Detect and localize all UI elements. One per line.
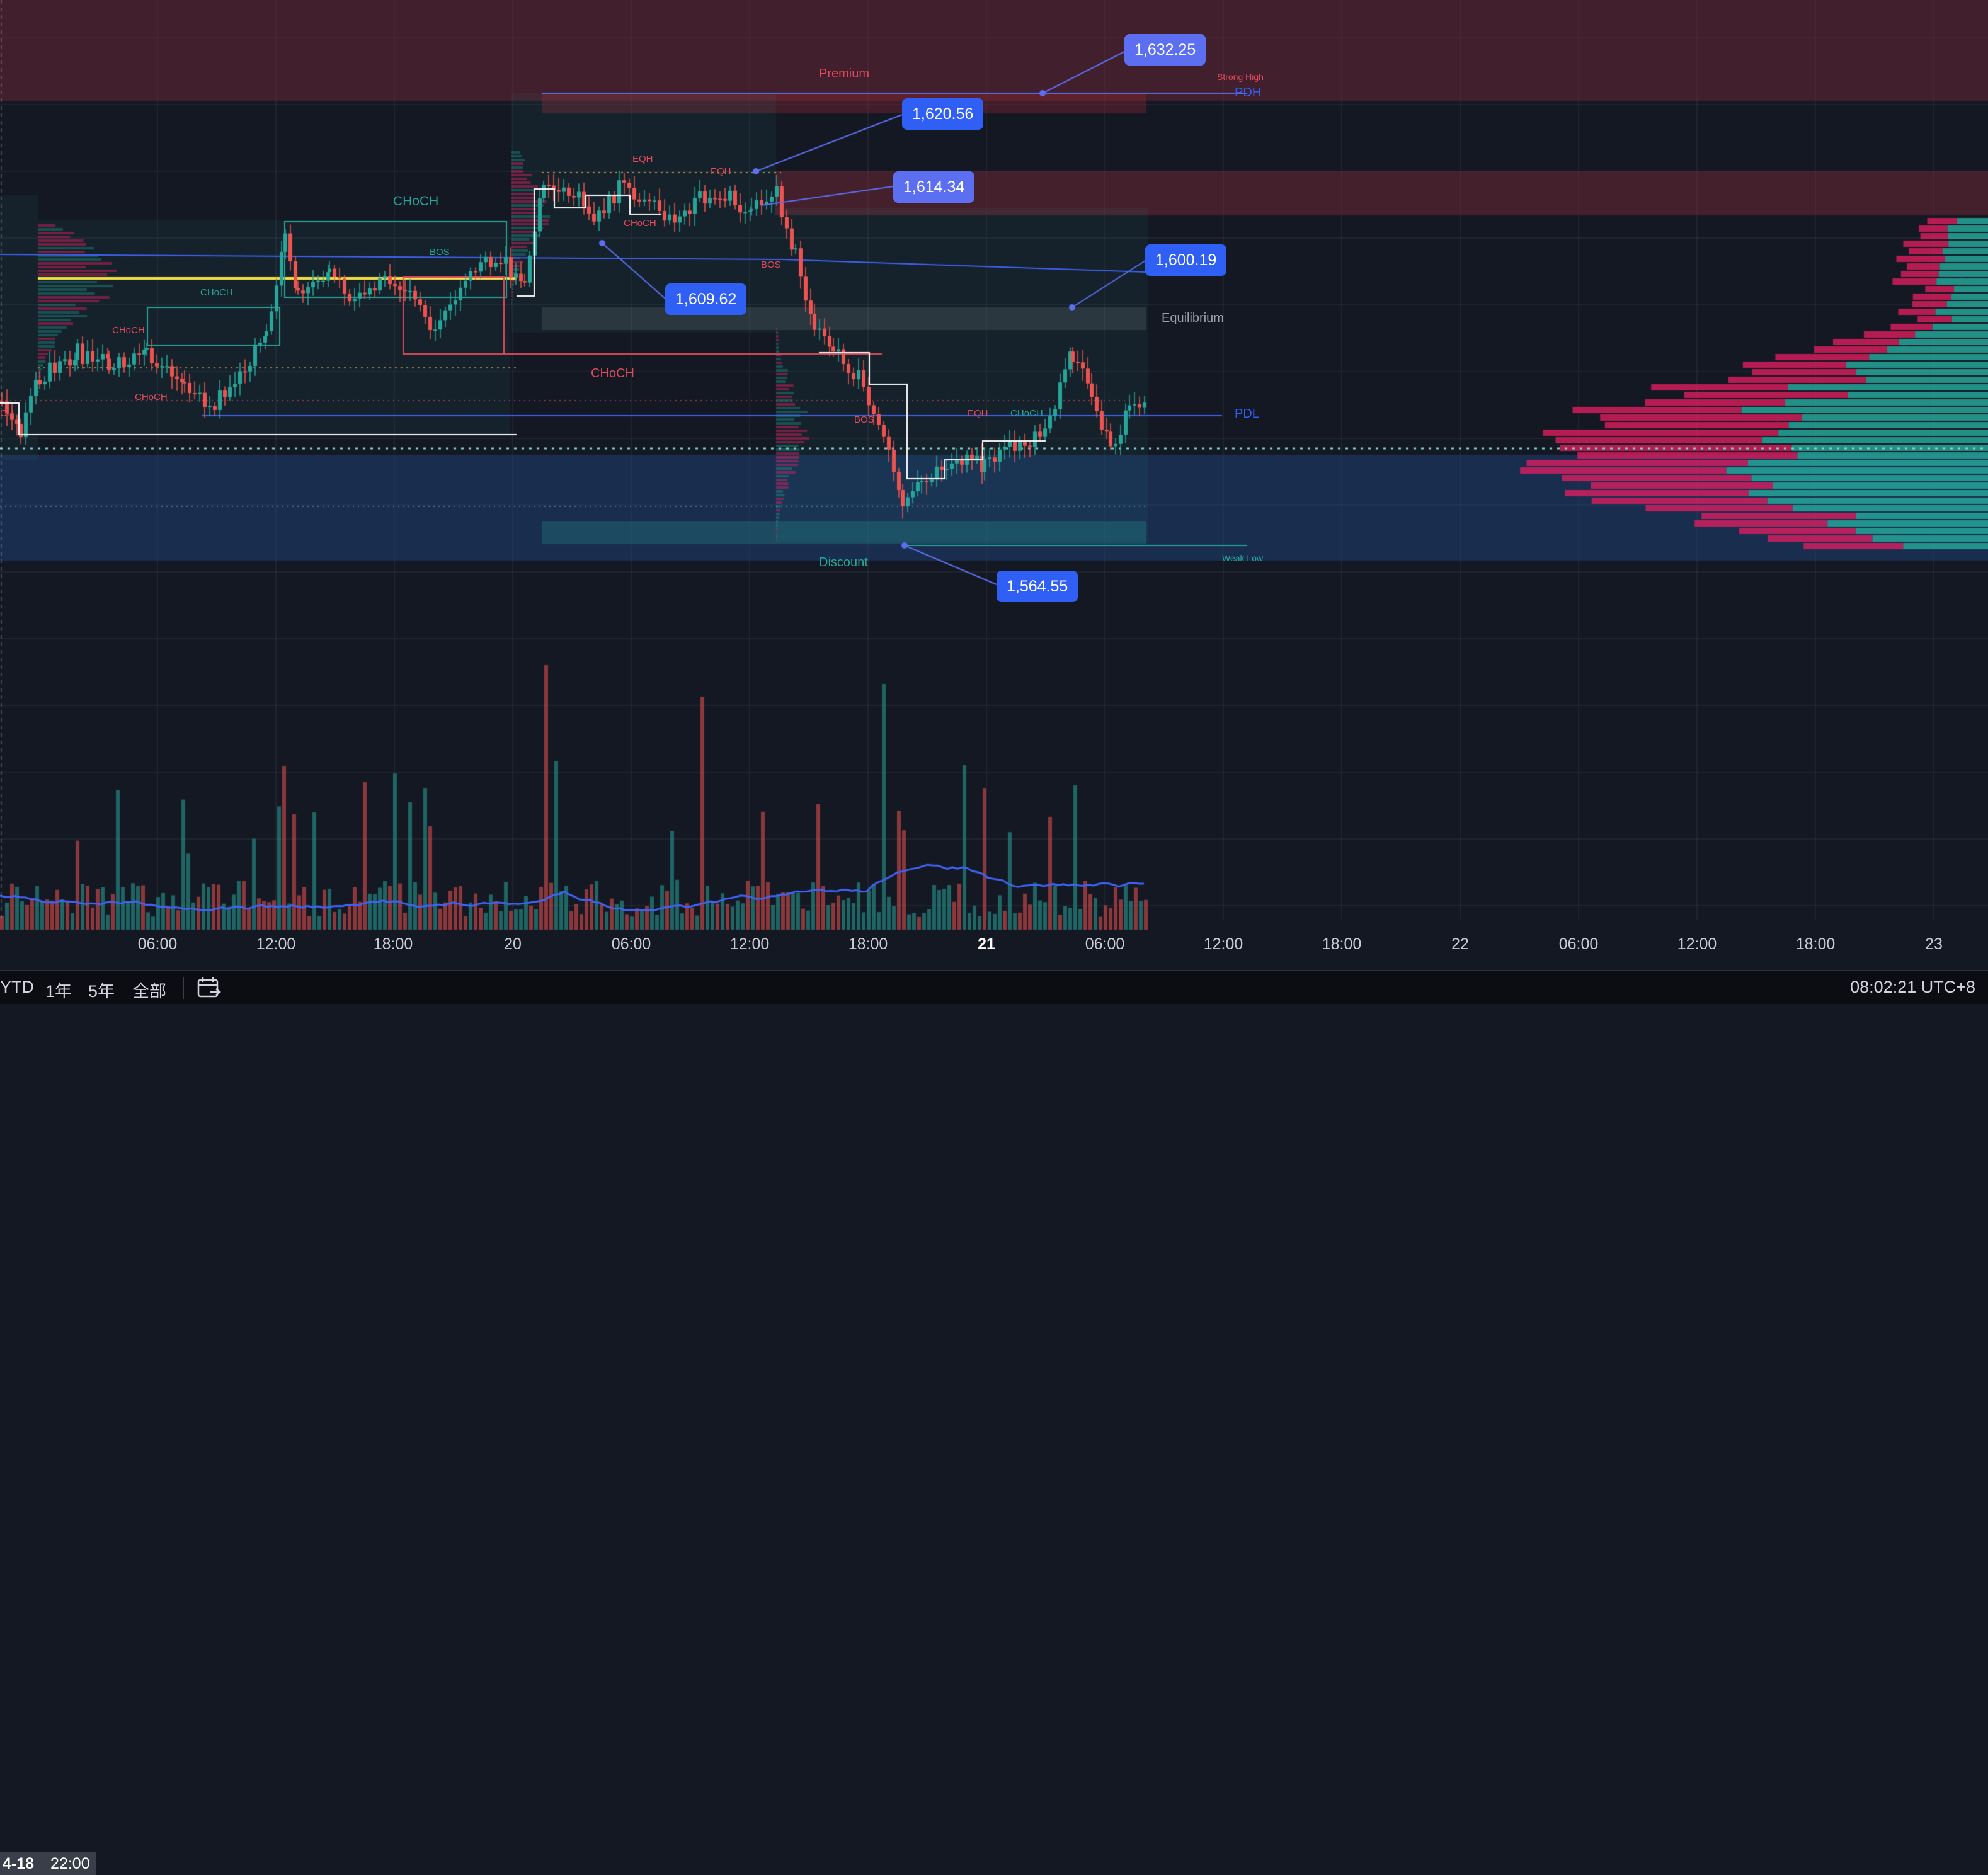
- time-axis-tick: 22: [1451, 935, 1469, 953]
- choch-label: CHoCH: [1010, 408, 1043, 419]
- price-label-1614: 1,614.34: [893, 171, 975, 203]
- premium-label: Premium: [819, 67, 870, 81]
- eqh-label: EQH: [968, 408, 988, 419]
- pdh-label: PDH: [1235, 86, 1262, 100]
- time-axis-tick: 20: [504, 935, 522, 953]
- time-axis-tick: 12:00: [1677, 935, 1717, 953]
- range-all-button[interactable]: 全部: [132, 982, 166, 1001]
- time-axis-tick: 12:00: [1203, 935, 1243, 953]
- price-label-1564: 1,564.55: [997, 571, 1078, 602]
- choch-label: CH: [0, 408, 14, 419]
- weak-low-label: Weak Low: [1222, 553, 1264, 563]
- range-ytd-button[interactable]: YTD: [0, 977, 34, 996]
- time-axis[interactable]: 4-18 22:00 06:00 12:00 18:00 20 06:00 12:00 18:…: [0, 920, 1988, 1875]
- time-axis-tick: 12:00: [729, 935, 770, 953]
- range-1y-button[interactable]: 1年: [45, 982, 72, 1001]
- choch-label: CHoCH: [591, 367, 634, 380]
- time-axis-tick: 06:00: [1085, 935, 1125, 953]
- price-label-1632: 1,632.25: [1124, 34, 1206, 66]
- time-axis-tick: 18:00: [373, 935, 413, 953]
- strong-high-label: Strong High: [1217, 72, 1264, 82]
- price-label-1600: 1,600.19: [1145, 244, 1227, 276]
- eqh-label: EQH: [632, 154, 653, 164]
- time-axis-tick: 06:00: [1558, 935, 1599, 953]
- time-axis-tick: 23: [1925, 935, 1943, 953]
- time-axis-tick: 18:00: [1322, 935, 1362, 953]
- bos-label: BOS: [854, 414, 874, 425]
- price-label-1620: 1,620.56: [902, 98, 984, 130]
- bos-label: BOS: [761, 259, 781, 270]
- time-axis-tick: 21: [978, 935, 995, 953]
- eqh-label: EQH: [711, 166, 731, 177]
- time-axis-tick: 18:00: [848, 935, 888, 953]
- bottom-toolbar: YTD 1年 5年 全部 08:02:21 UTC+8: [0, 970, 1988, 1004]
- time-axis-tick: 18:00: [1795, 935, 1836, 953]
- choch-label: CHoCH: [200, 287, 233, 298]
- choch-label: CHoCH: [624, 218, 656, 229]
- toolbar-divider: [183, 977, 184, 999]
- time-axis-tick: 06:00: [611, 935, 651, 953]
- time-axis-tick: 12:00: [256, 935, 296, 953]
- time-axis-current-label: 4-18 22:00: [0, 1852, 96, 1875]
- choch-label: CHoCH: [135, 392, 168, 402]
- price-chart-canvas[interactable]: [0, 0, 1988, 1003]
- clock-display: 08:02:21 UTC+8: [1850, 977, 1975, 996]
- bos-label: BOS: [430, 247, 450, 258]
- pdl-label: PDL: [1235, 407, 1259, 421]
- range-5y-button[interactable]: 5年: [88, 982, 115, 1001]
- calendar-icon[interactable]: [197, 976, 222, 999]
- discount-label: Discount: [819, 556, 868, 569]
- choch-label: CHoCH: [112, 325, 145, 336]
- equilibrium-label: Equilibrium: [1162, 311, 1224, 325]
- choch-label: CHoCH: [393, 194, 439, 208]
- time-axis-tick: 06:00: [137, 935, 178, 953]
- price-label-1609: 1,609.62: [665, 283, 747, 315]
